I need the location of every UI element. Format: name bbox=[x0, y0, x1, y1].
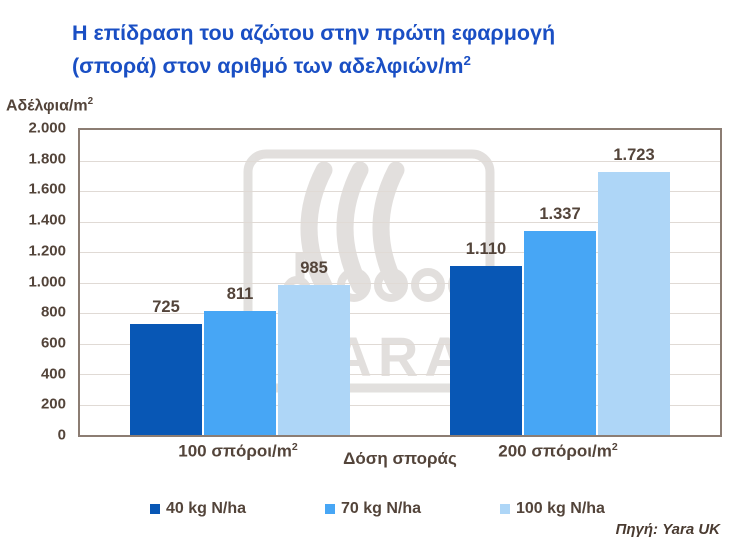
y-tick-label: 0 bbox=[57, 426, 66, 444]
category-label: 200 σπόροι/m2 bbox=[428, 441, 688, 462]
chart-title: Η επίδραση του αζώτου στην πρώτη εφαρμογ… bbox=[72, 20, 672, 80]
y-tick-label: 600 bbox=[40, 334, 66, 352]
legend-item: 70 kg N/ha bbox=[325, 500, 421, 518]
bar bbox=[204, 311, 276, 435]
gridline bbox=[80, 282, 720, 284]
legend-label: 70 kg N/ha bbox=[341, 500, 422, 517]
bar bbox=[450, 266, 522, 435]
category-label-superscript: 2 bbox=[291, 441, 298, 453]
chart-title-line1: Η επίδραση του αζώτου στην πρώτη εφαρμογ… bbox=[72, 21, 556, 45]
category-label-text: 100 σπόροι/m bbox=[178, 441, 292, 461]
source-note: Πηγή: Yara UK bbox=[615, 521, 720, 538]
category-label: 100 σπόροι/m2 bbox=[108, 441, 368, 462]
bar-value-label: 811 bbox=[226, 285, 254, 303]
bar-value-label: 725 bbox=[152, 298, 180, 316]
legend-color-swatch bbox=[150, 504, 160, 514]
y-tick-label: 1.600 bbox=[28, 180, 66, 198]
bar bbox=[524, 231, 596, 435]
bar bbox=[278, 285, 350, 435]
gridline bbox=[80, 191, 720, 192]
y-axis-label-superscript: 2 bbox=[87, 96, 94, 107]
legend-label: 100 kg N/ha bbox=[516, 500, 605, 517]
x-axis-labels: Δόση σποράς 100 σπόροι/m2 200 σπόροι/m2 bbox=[78, 441, 722, 471]
category-label-text: 200 σπόροι/m bbox=[498, 441, 612, 461]
bar-value-label: 1.110 bbox=[465, 240, 507, 258]
legend-label: 40 kg N/ha bbox=[166, 500, 247, 517]
y-tick-label: 1.800 bbox=[28, 150, 66, 168]
bar-value-label: 985 bbox=[300, 259, 328, 277]
legend: 40 kg N/ha 70 kg N/ha 100 kg N/ha bbox=[0, 500, 740, 524]
bar-value-label: 1.723 bbox=[613, 146, 655, 164]
gridline bbox=[80, 343, 720, 345]
chart-title-superscript: 2 bbox=[463, 53, 471, 68]
y-tick-label: 2.000 bbox=[28, 119, 66, 137]
gridline bbox=[80, 252, 720, 253]
x-axis-title: Δόση σποράς bbox=[343, 449, 457, 468]
y-tick-label: 1.000 bbox=[28, 273, 66, 290]
legend-item: 100 kg N/ha bbox=[500, 500, 605, 518]
y-tick-label: 400 bbox=[40, 365, 66, 383]
y-tick-label: 800 bbox=[40, 303, 66, 321]
legend-item: 40 kg N/ha bbox=[150, 500, 246, 518]
bar-value-label: 1.337 bbox=[539, 205, 581, 223]
gridline bbox=[80, 313, 720, 314]
bar bbox=[598, 172, 670, 435]
legend-color-swatch bbox=[325, 504, 335, 514]
y-axis-ticks: 2.000 1.800 1.600 1.400 1.200 1.000 800 600 400 2… bbox=[0, 120, 70, 444]
bar bbox=[130, 324, 202, 435]
chart-title-line2: (σπορά) στον αριθμό των αδελφιών/m bbox=[72, 54, 464, 79]
legend-color-swatch bbox=[500, 504, 510, 514]
gridline bbox=[80, 404, 720, 406]
y-tick-label: 1.200 bbox=[28, 242, 66, 260]
gridline bbox=[80, 221, 720, 223]
gridline bbox=[80, 160, 720, 162]
y-axis-label-text: Αδέλφια/m bbox=[6, 97, 88, 115]
plot-area: YARA 725 1.110 811 1.337 985 1.723 bbox=[78, 128, 722, 437]
gridline bbox=[80, 374, 720, 375]
y-tick-label: 1.400 bbox=[28, 211, 66, 229]
y-tick-label: 200 bbox=[40, 395, 66, 413]
category-label-superscript: 2 bbox=[611, 441, 618, 453]
y-axis-label: Αδέλφια/m2 bbox=[6, 96, 93, 115]
